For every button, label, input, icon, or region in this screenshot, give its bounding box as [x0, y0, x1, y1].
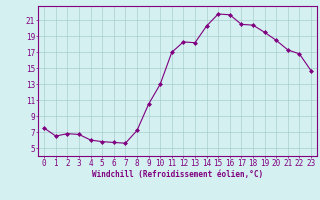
X-axis label: Windchill (Refroidissement éolien,°C): Windchill (Refroidissement éolien,°C) [92, 170, 263, 179]
